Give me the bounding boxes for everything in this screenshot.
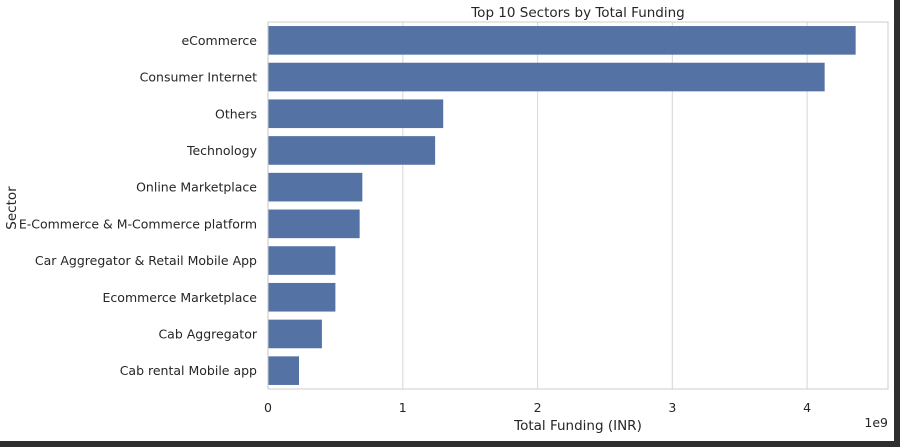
bar [268, 62, 825, 92]
bar [268, 172, 363, 202]
plot-frame [267, 21, 889, 390]
x-tick-label: 0 [264, 400, 272, 415]
x-tick-label: 3 [668, 400, 676, 415]
category-label: Online Marketplace [136, 180, 257, 195]
category-label: E-Commerce & M-Commerce platform [19, 216, 257, 231]
bar [268, 246, 336, 275]
x-tick-label: 1 [399, 400, 407, 415]
bar [268, 99, 444, 129]
bar [268, 26, 856, 55]
category-label: Cab rental Mobile app [120, 363, 257, 378]
bar [268, 282, 336, 312]
category-label: Cab Aggregator [158, 326, 257, 341]
bar [268, 356, 299, 385]
category-labels: eCommerce Consumer Internet Others Technolo… [19, 33, 258, 378]
category-label: Ecommerce Marketplace [103, 290, 258, 305]
x-scale-label: 1e9 [864, 415, 888, 430]
bar [268, 319, 322, 349]
chart-title: Top 10 Sectors by Total Funding [470, 5, 685, 21]
category-label: Car Aggregator & Retail Mobile App [35, 253, 257, 268]
x-tick-labels: 0 1 2 3 4 [264, 400, 811, 415]
bar [268, 209, 360, 239]
y-axis-label: Sector [4, 186, 20, 230]
category-label: Consumer Internet [140, 70, 257, 85]
category-label: Technology [186, 143, 258, 158]
bars [268, 26, 856, 385]
category-label: eCommerce [181, 33, 257, 48]
x-axis-label: Total Funding (INR) [513, 418, 642, 434]
x-tick-label: 4 [803, 400, 811, 415]
x-tick-label: 2 [534, 400, 542, 415]
category-label: Others [215, 106, 257, 121]
bar [268, 136, 436, 165]
